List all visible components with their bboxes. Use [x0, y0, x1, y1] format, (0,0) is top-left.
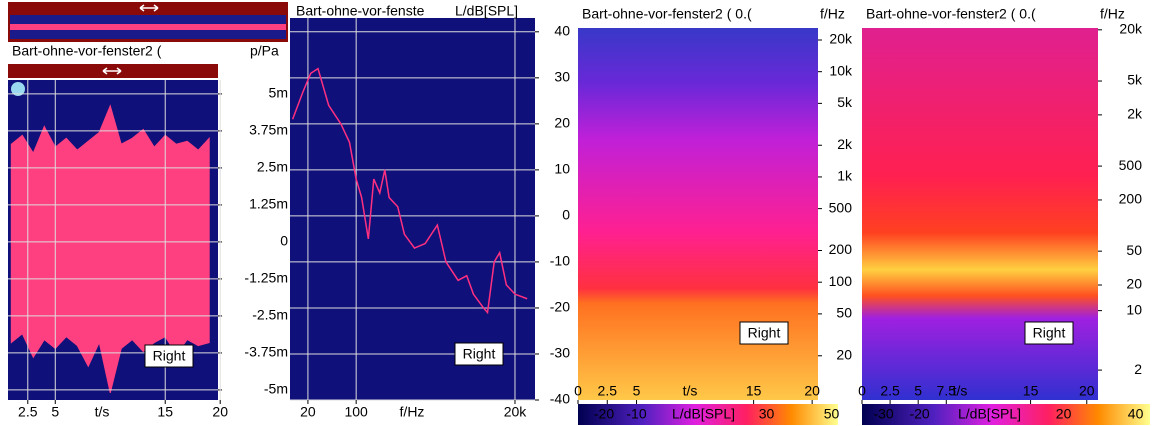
y-axis-label: L/dB[SPL] [455, 3, 518, 19]
channel-box [454, 342, 504, 366]
x-axis-label: t/s [683, 383, 698, 399]
scroll-arrow[interactable] [102, 67, 122, 75]
y-tick-label: 5m [269, 85, 288, 101]
y-tick-label: 5k [1127, 72, 1143, 88]
y-axis-label: f/Hz [1100, 6, 1125, 22]
colorbar-tick-label: -20 [594, 406, 614, 422]
colorbar-label: L/dB[SPL] [672, 406, 735, 422]
colorbar-label: L/dB[SPL] [958, 406, 1021, 422]
spectrum-line [291, 67, 528, 315]
x-tick-label: 2.5 [880, 383, 900, 399]
x-tick-label: 15 [746, 383, 762, 399]
y-tick-label: 500 [1119, 157, 1143, 173]
y-tick-label: 20k [1119, 21, 1143, 37]
waveform-max [10, 104, 210, 243]
x-axis-label: f/Hz [400, 404, 425, 420]
panel-title: Bart-ohne-vor-fenster2 ( 0.( [582, 6, 752, 22]
y-tick-label: 0 [562, 207, 570, 223]
y-tick-label: -3.75m [244, 344, 288, 360]
y-tick-label: 20 [554, 115, 570, 131]
y-tick-label: 200 [829, 241, 853, 257]
colorbar-tick-label: -10 [626, 406, 646, 422]
status-icon [11, 82, 25, 96]
x-tick-label: 2.5 [18, 404, 38, 420]
y-tick-label: 10 [554, 161, 570, 177]
y-tick-label: 2.5m [257, 159, 288, 175]
y-tick-label: 0 [280, 233, 288, 249]
y-axis-label: p/Pa [250, 43, 279, 59]
x-tick-label: 5 [51, 404, 59, 420]
x-tick-label: 15 [1023, 383, 1039, 399]
y-axis-label: f/Hz [820, 6, 845, 22]
colorbar-tick-label: 50 [824, 406, 840, 422]
colorbar-tick-label: 20 [1056, 406, 1072, 422]
y-tick-label: 5k [837, 94, 853, 110]
y-tick-label: -40 [550, 391, 570, 407]
y-tick-label: 20 [836, 346, 852, 362]
colorbar-tick-label: -20 [909, 406, 929, 422]
y-tick-label: 40 [554, 23, 570, 39]
waveform-min [10, 241, 210, 394]
x-tick-label: 20 [300, 404, 316, 420]
panel-title: Bart-ohne-vor-fenster2 ( 0.( [866, 6, 1036, 22]
y-tick-label: 2 [1134, 361, 1142, 377]
overview-scroll-arrow[interactable] [139, 4, 159, 12]
channel-label: Right [1033, 325, 1066, 341]
y-tick-label: 10 [1126, 301, 1142, 317]
channel-box [144, 344, 194, 368]
y-tick-label: 100 [829, 273, 853, 289]
y-tick-label: -1.25m [244, 270, 288, 286]
x-tick-label: 20 [804, 383, 820, 399]
x-tick-label: 5 [914, 383, 922, 399]
y-tick-label: -2.5m [252, 307, 288, 323]
y-tick-label: 10k [829, 62, 853, 78]
y-tick-label: 3.75m [249, 122, 288, 138]
x-tick-label: 20 [1079, 383, 1095, 399]
y-tick-label: 200 [1119, 191, 1143, 207]
panel-title: Bart-ohne-vor-fenste [296, 3, 425, 19]
colorbar-tick-label: 40 [1128, 406, 1144, 422]
y-tick-label: 20k [829, 31, 853, 47]
colorbar-tick-label: 30 [759, 406, 775, 422]
x-tick-label: 20 [212, 404, 228, 420]
y-tick-label: -30 [550, 345, 570, 361]
colorbar [862, 404, 1150, 425]
y-tick-label: 2k [1127, 106, 1143, 122]
x-tick-label: 15 [157, 404, 173, 420]
x-axis-label: t/s [95, 404, 110, 420]
channel-box [1024, 321, 1074, 345]
y-tick-label: 50 [1126, 242, 1142, 258]
plot-area [290, 18, 535, 400]
y-tick-label: 2k [837, 136, 853, 152]
x-tick-label: 100 [344, 404, 368, 420]
channel-label: Right [153, 348, 186, 364]
y-tick-label: 1.25m [249, 196, 288, 212]
y-tick-label: 50 [836, 305, 852, 321]
x-tick-label: 2.5 [598, 383, 618, 399]
x-tick-label: 0 [858, 383, 866, 399]
y-tick-label: 1k [837, 168, 853, 184]
y-tick-label: 20 [1126, 276, 1142, 292]
channel-label: Right [463, 346, 496, 362]
channel-label: Right [748, 325, 781, 341]
y-tick-label: -5m [264, 381, 288, 397]
x-tick-label: 0 [574, 383, 582, 399]
panel-title: Bart-ohne-vor-fenster2 ( [12, 43, 162, 59]
x-axis-label: t/s [953, 383, 968, 399]
x-tick-label: 7.5 [937, 383, 957, 399]
y-tick-label: -10 [550, 253, 570, 269]
channel-box [739, 321, 789, 345]
colorbar [578, 404, 838, 425]
y-tick-label: 30 [554, 69, 570, 85]
x-tick-label: 5 [633, 383, 641, 399]
x-tick-label: 20k [504, 404, 528, 420]
colorbar-tick-label: -30 [873, 406, 893, 422]
y-tick-label: 500 [829, 199, 853, 215]
y-tick-label: -20 [550, 299, 570, 315]
